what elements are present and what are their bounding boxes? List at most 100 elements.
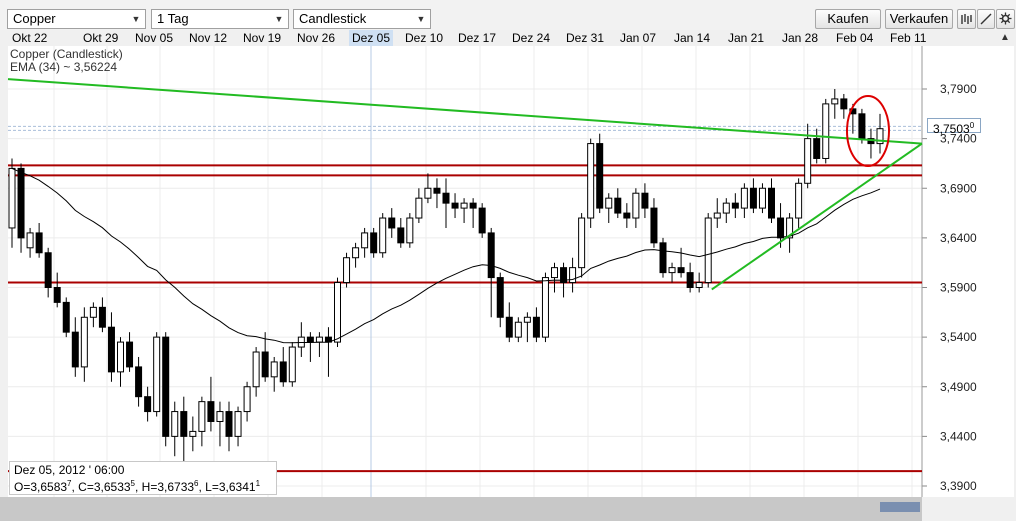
symbol-select[interactable]: Copper ▼ [7, 9, 146, 29]
close-sup: 5 [130, 479, 135, 488]
candle-body [731, 202, 739, 209]
draw-button[interactable] [977, 9, 995, 29]
candle-body [207, 401, 215, 422]
ema-legend: EMA (34) ~ 3,56224 [10, 60, 118, 74]
ohlc-readout: Dez 05, 2012 ' 06:00 O=3,65837, C=3,6533… [9, 461, 277, 495]
chart-type-select-value: Candlestick [299, 11, 367, 26]
candle-body [153, 336, 161, 413]
current-price-sup: 0 [969, 121, 975, 130]
candle-body [677, 267, 685, 274]
plot-area [8, 46, 922, 497]
y-tick-label: 3,5400 [940, 330, 977, 344]
current-price-value: 3,7503 [933, 122, 970, 136]
date-label: Dez 24 [512, 31, 551, 45]
candle-body [777, 217, 785, 239]
settings-button[interactable] [996, 9, 1015, 29]
candle-body [569, 267, 577, 284]
highlight-circle [846, 95, 890, 167]
y-tick-label: 3,4400 [940, 429, 977, 443]
candle-body [758, 187, 766, 209]
candle-body [614, 197, 622, 214]
interval-select[interactable]: 1 Tag ▼ [151, 9, 289, 29]
date-label-active: Dez 05 [349, 30, 394, 46]
sell-button[interactable]: Verkaufen [885, 9, 953, 29]
buy-button[interactable]: Kaufen [815, 9, 881, 29]
candle-body [89, 306, 97, 318]
y-tick-label: 3,7900 [940, 82, 977, 96]
y-tick-label: 3,7400 [940, 132, 977, 146]
current-price-tag: 3,75030 [927, 118, 981, 136]
low-sup: 1 [255, 479, 261, 488]
date-label: Nov 19 [243, 31, 282, 45]
candle-body [243, 386, 251, 413]
date-label: Jan 07 [620, 31, 657, 45]
candle-body [53, 287, 61, 303]
candle-body [831, 98, 839, 105]
candle-body [135, 366, 143, 398]
candle-body [704, 217, 712, 284]
date-label: Okt 22 [12, 31, 48, 45]
candle-body [62, 301, 70, 333]
symbol-select-value: Copper [13, 11, 56, 26]
chevron-up-icon[interactable]: ▲ [1000, 32, 1010, 43]
candle-body [650, 207, 658, 244]
chart-type-select[interactable]: Candlestick ▼ [293, 9, 431, 29]
draw-icon [980, 13, 992, 25]
candle-body [686, 272, 694, 288]
candle-body [442, 192, 450, 204]
y-tick-label: 3,6900 [940, 181, 977, 195]
candle-body [541, 277, 549, 338]
date-axis: Okt 22 Okt 29 Nov 05 Nov 12 Nov 19 Nov 2… [0, 30, 1016, 46]
candle-body [361, 232, 369, 249]
candle-body [532, 316, 540, 338]
candle-body [288, 346, 296, 383]
candle-body [279, 361, 287, 383]
trendline-support [711, 142, 923, 291]
price-chart[interactable]: 3,7900 3,7400 3,6900 3,6400 3,5900 3,5400 3,49… [0, 46, 1016, 521]
crosshair-date: Dez 05, 2012 ' 06:00 [14, 463, 125, 477]
candle-body [768, 187, 775, 219]
bars-icon [961, 14, 972, 24]
date-label: Nov 26 [297, 31, 336, 45]
candle-body [80, 316, 88, 368]
candle-body [415, 197, 423, 219]
date-label: Feb 04 [836, 31, 874, 45]
candle-body [478, 207, 486, 234]
candle-body [804, 138, 812, 184]
candle-body [876, 128, 884, 145]
candle-body [505, 316, 513, 338]
candle-body [397, 227, 405, 244]
candle-body [695, 282, 703, 289]
candle-body [659, 242, 667, 274]
candle-body [334, 282, 341, 343]
candle-body [786, 217, 794, 239]
y-tick-label: 3,4900 [940, 380, 977, 394]
ema-line [11, 167, 881, 344]
low-value: , L=3,6341 [198, 480, 256, 494]
candle-body [261, 351, 269, 378]
date-label: Nov 05 [135, 31, 174, 45]
interval-select-value: 1 Tag [157, 11, 189, 26]
candle-body [469, 202, 477, 209]
candle-body [560, 267, 568, 284]
candle-body [722, 202, 730, 214]
candle-body [840, 98, 848, 110]
flag-icon [880, 502, 920, 512]
date-label: Dez 17 [458, 31, 497, 45]
candle-body [487, 232, 495, 279]
candle-body [749, 187, 757, 209]
candle-body [98, 306, 106, 328]
date-label: Feb 11 [890, 31, 927, 45]
bars-button[interactable] [957, 9, 976, 29]
trendline-resistance [7, 78, 923, 145]
candle-body [406, 217, 414, 244]
candle-body [578, 217, 586, 269]
close-value: , C=3,6533 [71, 480, 131, 494]
high-value: , H=3,6733 [135, 480, 195, 494]
y-tick-label: 3,3900 [940, 479, 977, 493]
candle-body [189, 430, 197, 437]
candle-body [17, 167, 25, 239]
candle-body [144, 396, 152, 413]
date-label: Jan 14 [674, 31, 711, 45]
candle-body [171, 411, 179, 437]
